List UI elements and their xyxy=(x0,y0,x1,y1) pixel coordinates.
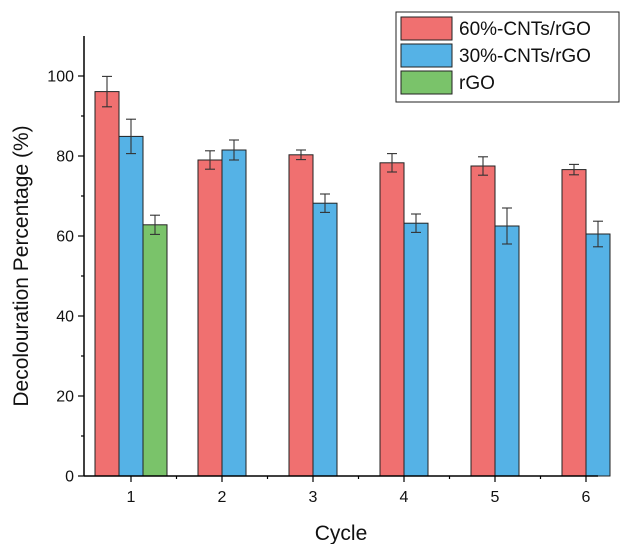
x-tick-label: 2 xyxy=(218,489,227,506)
legend-swatch xyxy=(400,70,453,95)
legend-swatch xyxy=(400,16,453,41)
x-tick-label: 1 xyxy=(127,489,136,506)
x-tick-label: 3 xyxy=(309,489,318,506)
bar xyxy=(312,202,338,477)
legend-label: 60%-CNTs/rGO xyxy=(459,19,591,40)
bar xyxy=(379,162,405,477)
y-tick-label: 100 xyxy=(47,69,74,86)
bar xyxy=(585,233,611,477)
bar xyxy=(197,159,223,477)
bar xyxy=(221,149,247,477)
bar xyxy=(470,165,496,477)
axes-group: 0 20 40 60 80 100 1 2 3 4 5 6 xyxy=(47,36,598,506)
bar xyxy=(561,169,587,477)
y-tick-label: 40 xyxy=(56,309,74,326)
legend-label: rGO xyxy=(459,73,495,94)
bar xyxy=(94,91,120,477)
bar xyxy=(118,135,144,477)
x-axis-title: Cycle xyxy=(315,522,368,544)
x-tick-label: 5 xyxy=(491,489,500,506)
bar xyxy=(403,222,429,477)
bar xyxy=(142,224,168,477)
y-axis-title: Decolouration Percentage (%) xyxy=(10,125,33,406)
legend-label: 30%-CNTs/rGO xyxy=(459,46,591,67)
bar xyxy=(494,225,520,477)
legend-swatch xyxy=(400,43,453,68)
x-tick-label: 4 xyxy=(400,489,409,506)
error-bars-group xyxy=(102,75,603,248)
bar xyxy=(288,154,314,477)
y-tick-label: 60 xyxy=(56,229,74,246)
y-tick-label: 0 xyxy=(65,469,74,486)
bars-group xyxy=(94,91,611,477)
legend: 60%-CNTs/rGO 30%-CNTs/rGO rGO xyxy=(395,11,620,103)
x-tick-label: 6 xyxy=(582,489,591,506)
y-tick-label: 80 xyxy=(56,149,74,166)
y-tick-label: 20 xyxy=(56,389,74,406)
